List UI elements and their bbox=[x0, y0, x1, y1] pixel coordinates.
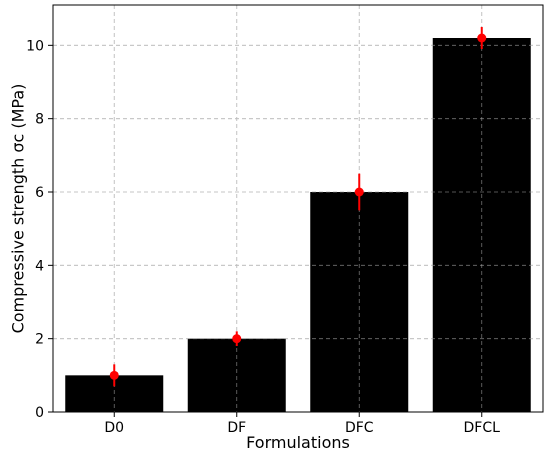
x-tick-label-dfc: DFC bbox=[345, 420, 374, 436]
mean-marker-df bbox=[232, 334, 242, 344]
y-tick-label: 8 bbox=[35, 112, 44, 128]
error-bars bbox=[109, 27, 487, 387]
x-tick-label-d0: D0 bbox=[104, 420, 124, 436]
mean-marker-dfc bbox=[354, 187, 364, 197]
y-axis-title: Compressive strength σc (MPa) bbox=[9, 84, 28, 334]
y-tick-label: 10 bbox=[26, 38, 44, 54]
y-tick-label: 2 bbox=[35, 332, 44, 348]
bars bbox=[53, 5, 543, 413]
plot-frame bbox=[52, 4, 544, 413]
ticks: 0 2 4 6 8 10 D0 DF DFC DFCL bbox=[26, 38, 500, 436]
x-axis-title: Formulations bbox=[246, 433, 350, 452]
y-tick-label: 4 bbox=[35, 258, 44, 274]
x-tick-label-df: DF bbox=[227, 420, 246, 436]
axes bbox=[52, 4, 544, 413]
mean-marker-dfcl bbox=[477, 33, 487, 43]
x-tick-label-dfcl: DFCL bbox=[464, 420, 501, 436]
y-tick-label: 0 bbox=[35, 405, 44, 421]
mean-marker-d0 bbox=[109, 370, 119, 380]
y-tick-label: 6 bbox=[35, 185, 44, 201]
